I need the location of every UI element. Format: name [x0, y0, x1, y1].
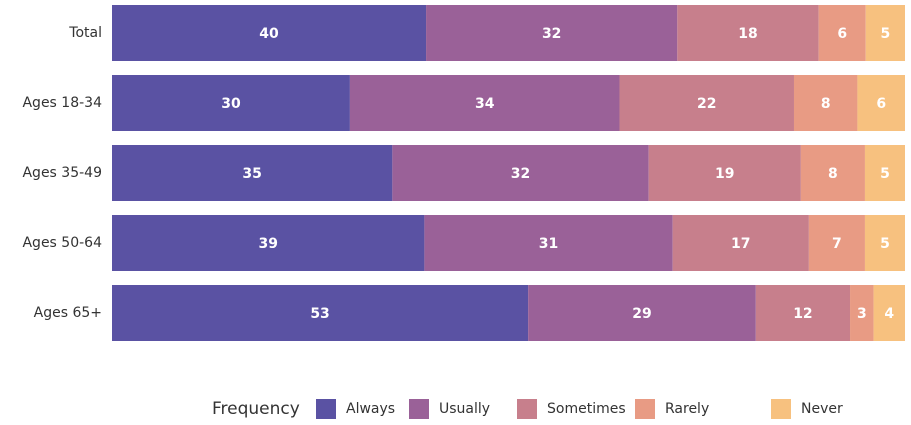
data-label: 5	[880, 236, 890, 252]
bar-segment	[112, 215, 425, 271]
legend-swatch	[316, 399, 336, 419]
bar-segment	[808, 215, 865, 271]
legend-swatch	[771, 399, 791, 419]
data-label: 5	[880, 166, 890, 182]
bar-segment	[793, 75, 858, 131]
y-tick-label: Total	[68, 25, 102, 41]
y-tick-label: Ages 35-49	[22, 165, 102, 181]
data-label: 5	[880, 26, 890, 42]
bar-segment	[619, 75, 794, 131]
bar-segment	[648, 145, 801, 201]
bar-segment	[424, 215, 673, 271]
data-label: 29	[632, 306, 651, 322]
bar-segment	[349, 75, 620, 131]
legend-label: Usually	[439, 401, 490, 417]
legend-label: Always	[346, 401, 395, 417]
data-label: 34	[475, 96, 495, 112]
bar-segment	[818, 5, 866, 61]
data-label: 22	[697, 96, 716, 112]
bar-segment	[864, 145, 905, 201]
bar-segment	[850, 285, 874, 341]
bar-segment	[857, 75, 905, 131]
legend-swatch	[517, 399, 537, 419]
bar-segment	[426, 5, 678, 61]
data-label: 40	[259, 26, 279, 42]
data-label: 32	[542, 26, 561, 42]
data-label: 39	[258, 236, 277, 252]
legend-label: Never	[801, 401, 843, 417]
data-label: 4	[884, 306, 894, 322]
bar-segment	[865, 5, 905, 61]
legend-label: Sometimes	[547, 401, 626, 417]
data-label: 30	[221, 96, 241, 112]
data-label: 35	[242, 166, 261, 182]
data-label: 12	[793, 306, 812, 322]
y-tick-label: Ages 65+	[34, 305, 102, 321]
bar-segment	[112, 285, 529, 341]
bar-segment	[800, 145, 865, 201]
data-label: 3	[857, 306, 867, 322]
data-label: 53	[310, 306, 329, 322]
bar-segment	[672, 215, 809, 271]
data-label: 18	[738, 26, 757, 42]
legend-swatch	[409, 399, 429, 419]
data-label: 32	[511, 166, 530, 182]
data-label: 17	[731, 236, 750, 252]
data-label: 8	[828, 166, 838, 182]
data-label: 19	[715, 166, 734, 182]
data-label: 31	[539, 236, 558, 252]
bar-segment	[873, 285, 905, 341]
y-tick-label: Ages 50-64	[22, 235, 102, 251]
bar-segment	[112, 75, 350, 131]
bar-segment	[864, 215, 905, 271]
bar-segment	[392, 145, 649, 201]
bar-segment	[112, 145, 393, 201]
data-label: 6	[876, 96, 886, 112]
data-label: 7	[832, 236, 842, 252]
data-label: 8	[821, 96, 831, 112]
data-label: 6	[837, 26, 847, 42]
legend-swatch	[635, 399, 655, 419]
legend-title: Frequency	[212, 399, 300, 419]
bar-segment	[112, 5, 427, 61]
legend-label: Rarely	[665, 401, 709, 417]
bar-segment	[755, 285, 851, 341]
bar-segment	[677, 5, 819, 61]
y-tick-label: Ages 18-34	[22, 95, 102, 111]
bar-segment	[528, 285, 756, 341]
